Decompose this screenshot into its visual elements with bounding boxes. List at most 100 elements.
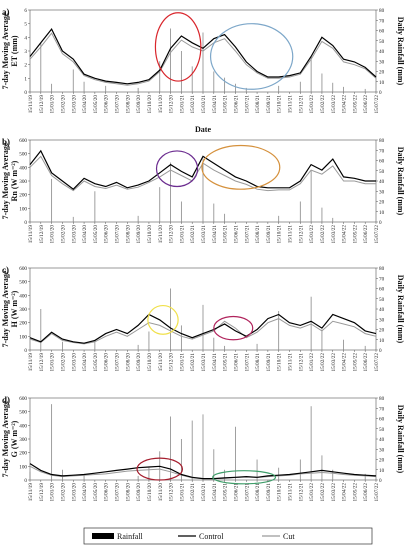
y2-tick-label: 0: [379, 478, 382, 484]
y2-tick-label: 40: [379, 437, 385, 443]
x-tick-label: 15/07/22: [374, 483, 380, 502]
x-tick-label: 15/01/20: [50, 353, 56, 372]
y-tick-label: 100: [19, 464, 27, 470]
x-tick-label: 15/04/20: [82, 95, 88, 114]
y2-tick-label: 10: [379, 80, 385, 86]
y2-axis-title: Daily Rainfall (mm): [396, 147, 404, 216]
y2-tick-label: 10: [379, 210, 385, 216]
panel-label: c): [2, 265, 9, 275]
x-tick-label: 15/06/22: [363, 353, 369, 372]
x-tick-label: 15/12/21: [298, 225, 304, 244]
legend-control-label: Control: [199, 532, 224, 541]
y2-tick-label: 40: [379, 179, 385, 185]
x-tick-label: 15/12/19: [39, 483, 45, 502]
x-tick-label: 15/06/21: [233, 95, 239, 114]
series-line-control: [29, 313, 377, 344]
x-tick-label: 15/03/20: [71, 225, 77, 244]
x-tick-label: 15/11/21: [288, 353, 294, 372]
legend-box: [83, 527, 373, 545]
y-axis-title: 7-day Moving AverageH (W m⁻²): [1, 270, 19, 347]
legend-rainfall-label: Rainfall: [117, 532, 144, 541]
y2-tick-label: 50: [379, 297, 385, 303]
x-tick-label: 15/12/20: [169, 483, 175, 502]
y2-tick-label: 0: [379, 90, 382, 96]
x-tick-label: 15/02/20: [60, 95, 66, 114]
y-axis-title-line: ET (mm): [10, 35, 19, 67]
x-tick-label: 15/08/20: [125, 95, 131, 114]
panel-label: a): [2, 7, 10, 17]
x-tick-label: 15/05/21: [223, 483, 229, 502]
y-axis-title: 7-day Moving AverageRn (W m⁻²): [1, 142, 19, 219]
x-axis-title: Date: [195, 125, 211, 134]
y2-tick-label: 60: [379, 159, 385, 165]
x-tick-label: 15/03/22: [331, 225, 337, 244]
x-tick-label: 15/02/20: [60, 225, 66, 244]
x-tick-label: 15/12/21: [298, 353, 304, 372]
x-tick-label: 15/01/22: [309, 483, 315, 502]
y-tick-label: 200: [19, 451, 27, 457]
x-tick-label: 15/07/20: [115, 95, 121, 114]
y2-tick-label: 60: [379, 29, 385, 35]
y2-tick-label: 30: [379, 189, 385, 195]
x-tick-label: 15/10/20: [147, 225, 153, 244]
y-tick-label: 400: [19, 423, 27, 429]
x-tick-label: 15/07/22: [374, 225, 380, 244]
x-tick-label: 15/11/20: [158, 483, 164, 502]
y2-tick-label: 70: [379, 406, 385, 412]
x-tick-label: 15/03/20: [71, 483, 77, 502]
x-tick-label: 15/05/21: [223, 95, 229, 114]
x-tick-label: 15/07/21: [244, 225, 250, 244]
x-tick-label: 15/04/21: [212, 483, 218, 502]
x-tick-label: 15/12/20: [169, 225, 175, 244]
y-tick-label: 1: [24, 76, 27, 82]
x-tick-label: 15/04/22: [342, 353, 348, 372]
x-tick-label: 15/12/19: [39, 225, 45, 244]
x-tick-label: 15/01/21: [179, 225, 185, 244]
x-tick-label: 15/07/20: [115, 353, 121, 372]
x-tick-label: 15/12/19: [39, 95, 45, 114]
y-tick-label: 2: [24, 63, 27, 69]
x-tick-label: 15/05/21: [223, 225, 229, 244]
x-tick-label: 15/02/21: [190, 225, 196, 244]
y2-tick-label: 40: [379, 307, 385, 313]
panel-label: b): [2, 137, 10, 147]
highlight-ellipse: [212, 470, 277, 485]
x-tick-label: 15/11/19: [28, 225, 34, 244]
x-tick-label: 15/02/22: [320, 353, 326, 372]
y-tick-label: 5: [24, 22, 27, 28]
y2-tick-label: 80: [379, 8, 385, 14]
y-tick-label: 400: [19, 165, 27, 171]
y2-tick-label: 80: [379, 266, 385, 272]
x-tick-label: 15/06/22: [363, 225, 369, 244]
y-tick-label: 200: [19, 321, 27, 327]
y-axis-title-line: 7-day Moving Average: [1, 400, 10, 477]
x-tick-label: 15/09/20: [136, 95, 142, 114]
y2-tick-label: 30: [379, 317, 385, 323]
highlight-ellipse: [154, 12, 202, 82]
x-tick-label: 15/02/21: [190, 483, 196, 502]
x-tick-label: 15/06/20: [104, 225, 110, 244]
y-axis-title-line: 7-day Moving Average: [1, 12, 10, 89]
series-line-control: [29, 27, 377, 85]
x-tick-label: 15/03/21: [201, 483, 207, 502]
y-tick-label: 300: [19, 307, 27, 313]
x-tick-label: 15/12/20: [169, 353, 175, 372]
y-tick-label: 600: [19, 138, 27, 144]
y2-axis-title: Daily Rainfall (mm): [396, 405, 404, 474]
x-tick-label: 15/02/22: [320, 483, 326, 502]
x-tick-label: 15/11/20: [158, 95, 164, 114]
y-tick-label: 0: [24, 348, 27, 354]
x-tick-label: 15/04/20: [82, 353, 88, 372]
x-tick-label: 15/09/21: [266, 95, 272, 114]
y-axis-title-line: 7-day Moving Average: [1, 142, 10, 219]
y-axis-title-line: Rn (W m⁻²): [10, 160, 19, 201]
highlight-ellipse: [155, 150, 199, 188]
x-tick-label: 15/06/21: [233, 353, 239, 372]
y2-tick-label: 50: [379, 39, 385, 45]
x-tick-label: 15/07/22: [374, 353, 380, 372]
panel-2: 0 100 200 300 400 500 600 0 10 20 30 40 50 60 70 80 15/1…: [1, 137, 404, 243]
y-tick-label: 600: [19, 396, 27, 402]
y-axis-title-line: 7-day Moving Average: [1, 270, 10, 347]
